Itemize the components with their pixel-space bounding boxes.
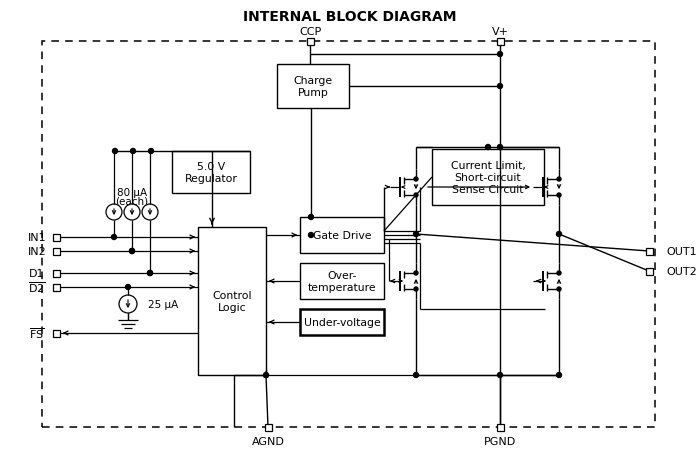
Circle shape <box>124 205 140 221</box>
Bar <box>645 268 652 275</box>
Bar <box>52 270 59 277</box>
Text: D1: D1 <box>29 268 45 278</box>
Circle shape <box>142 205 158 221</box>
Text: Under-voltage: Under-voltage <box>303 317 380 327</box>
Text: (each): (each) <box>115 197 149 207</box>
Bar <box>432 150 544 206</box>
Text: $\overline{\rm FS}$: $\overline{\rm FS}$ <box>29 326 45 341</box>
Text: OUT2: OUT2 <box>666 267 697 276</box>
Bar <box>496 38 503 46</box>
Text: Control
Logic: Control Logic <box>212 291 252 312</box>
Circle shape <box>556 232 561 237</box>
Text: Gate Drive: Gate Drive <box>312 231 371 241</box>
Text: INTERNAL BLOCK DIAGRAM: INTERNAL BLOCK DIAGRAM <box>243 10 456 24</box>
Circle shape <box>147 271 152 276</box>
Text: 80 μA: 80 μA <box>117 187 147 197</box>
Bar <box>172 152 250 193</box>
Bar <box>496 424 503 430</box>
Bar <box>306 38 313 46</box>
Bar <box>42 42 655 427</box>
Circle shape <box>113 149 117 154</box>
Text: $\overline{\rm D2}$: $\overline{\rm D2}$ <box>28 280 46 295</box>
Circle shape <box>498 52 503 57</box>
Bar <box>300 263 384 299</box>
Circle shape <box>414 232 419 237</box>
Bar <box>52 234 59 241</box>
Bar <box>198 228 266 375</box>
Bar <box>52 330 59 337</box>
Text: PGND: PGND <box>484 436 516 446</box>
Circle shape <box>414 271 418 275</box>
Circle shape <box>557 177 561 182</box>
Text: OUT1: OUT1 <box>666 247 697 257</box>
Circle shape <box>126 285 131 290</box>
Circle shape <box>556 373 561 378</box>
Circle shape <box>414 373 419 378</box>
Circle shape <box>557 271 561 275</box>
Circle shape <box>131 149 136 154</box>
Bar <box>52 284 59 291</box>
Circle shape <box>414 193 418 197</box>
Circle shape <box>557 288 561 291</box>
Circle shape <box>147 271 152 276</box>
Circle shape <box>414 177 418 182</box>
Text: 5.0 V
Regulator: 5.0 V Regulator <box>185 162 238 183</box>
Bar <box>645 248 652 255</box>
Circle shape <box>498 84 503 89</box>
Circle shape <box>264 373 268 378</box>
Circle shape <box>112 235 117 240</box>
Bar <box>277 65 349 109</box>
Text: Current Limit,
Short-circuit
Sense Circuit: Current Limit, Short-circuit Sense Circu… <box>451 161 526 194</box>
Circle shape <box>498 145 503 150</box>
Circle shape <box>148 149 154 154</box>
Text: Charge
Pump: Charge Pump <box>294 76 333 97</box>
Circle shape <box>119 295 137 313</box>
Text: IN1: IN1 <box>28 233 46 243</box>
Circle shape <box>308 233 313 238</box>
Text: V+: V+ <box>491 27 508 37</box>
Circle shape <box>129 249 134 254</box>
Bar <box>300 309 384 335</box>
Circle shape <box>498 373 503 378</box>
Circle shape <box>486 145 491 150</box>
Text: AGND: AGND <box>252 436 284 446</box>
Text: Over-
temperature: Over- temperature <box>308 271 376 292</box>
Circle shape <box>129 249 134 254</box>
Bar <box>52 248 59 255</box>
Circle shape <box>308 215 313 220</box>
Text: 25 μA: 25 μA <box>148 299 178 309</box>
Circle shape <box>414 288 418 291</box>
Text: IN2: IN2 <box>28 247 46 257</box>
Bar <box>300 217 384 253</box>
Bar <box>264 424 271 430</box>
Circle shape <box>106 205 122 221</box>
Text: CCP: CCP <box>299 27 321 37</box>
Circle shape <box>557 193 561 197</box>
